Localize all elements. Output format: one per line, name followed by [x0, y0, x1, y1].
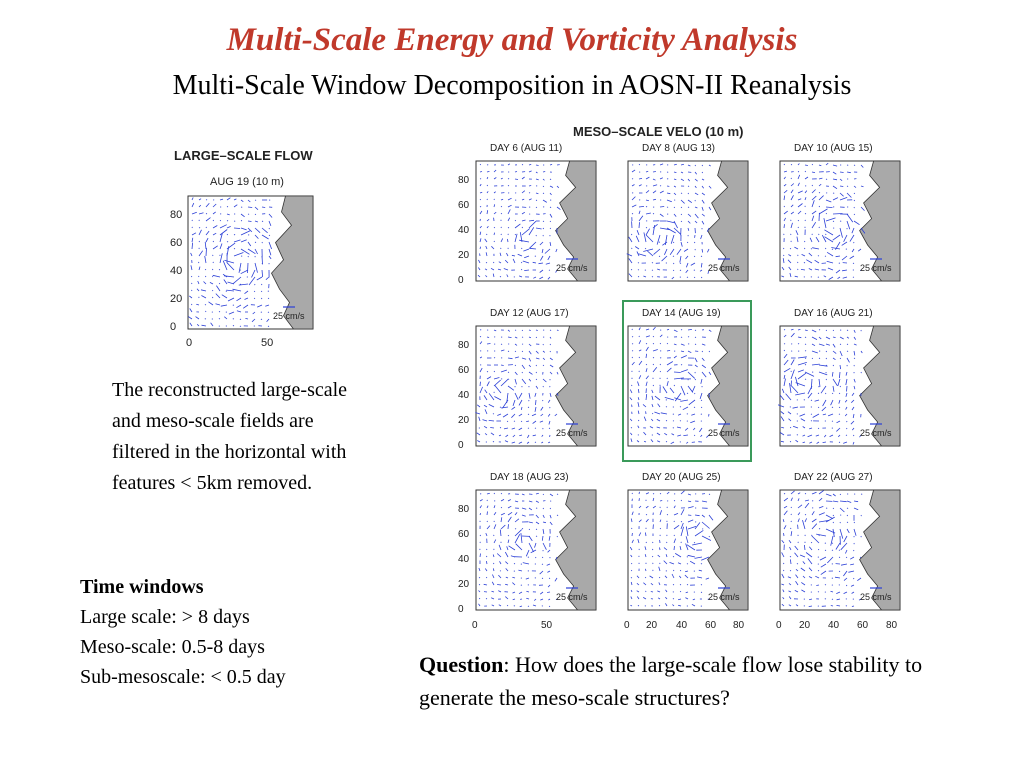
scale-label: 25 cm/s	[860, 428, 892, 438]
velocity-vectors	[188, 197, 273, 327]
y-tick-label: 80	[458, 504, 470, 515]
velocity-vectors	[626, 163, 712, 280]
meso-panel-label: DAY 10 (AUG 15)	[794, 143, 873, 154]
time-windows-heading: Time windows	[80, 576, 204, 598]
land-mass	[859, 489, 901, 611]
y-tick-label: 20	[458, 250, 470, 261]
scale-label: 25 cm/s	[556, 592, 588, 602]
meso-panel-map: 25 cm/s	[627, 489, 749, 611]
question-text: : How does the large-scale flow lose sta…	[419, 652, 923, 710]
large-scale-figure-subtitle: AUG 19 (10 m)	[210, 176, 284, 188]
velocity-vectors	[781, 162, 866, 280]
scale-label: 25 cm/s	[708, 428, 740, 438]
y-tick-label: 40	[458, 390, 470, 401]
time-window-sub: Sub-mesoscale: < 0.5 day	[80, 666, 286, 688]
scale-label: 25 cm/s	[556, 428, 588, 438]
land-mass	[707, 325, 749, 447]
land-mass	[555, 489, 597, 611]
meso-panel-map: 25 cm/s	[778, 325, 901, 447]
x-tick-label: 50	[541, 620, 553, 631]
y-tick-label: 0	[170, 321, 176, 333]
x-tick-label: 80	[733, 620, 745, 631]
question-block: Question: How does the large-scale flow …	[419, 648, 979, 714]
land-mass	[555, 325, 597, 447]
x-tick-label: 0	[186, 337, 192, 349]
meso-panel-label: DAY 12 (AUG 17)	[490, 308, 569, 319]
scale-label: 25 cm/s	[860, 592, 892, 602]
velocity-vectors	[781, 490, 863, 607]
y-tick-label: 80	[458, 175, 470, 186]
meso-panel-map: 25 cm/s	[627, 325, 749, 447]
scale-label: 25 cm/s	[708, 263, 740, 273]
x-tick-label: 50	[261, 337, 273, 349]
scale-label: 25 cm/s	[708, 592, 740, 602]
meso-panel-label: DAY 20 (AUG 25)	[642, 472, 721, 483]
scale-label: 25 cm/s	[273, 311, 305, 321]
meso-panel-map: 25 cm/s	[475, 160, 597, 282]
slide-title: Multi-Scale Energy and Vorticity Analysi…	[226, 22, 798, 58]
y-tick-label: 60	[458, 529, 470, 540]
y-tick-label: 0	[458, 275, 464, 286]
meso-panel-label: DAY 14 (AUG 19)	[642, 308, 721, 319]
velocity-vectors	[477, 163, 561, 280]
y-tick-label: 20	[458, 415, 470, 426]
x-tick-label: 60	[705, 620, 717, 631]
y-tick-label: 80	[170, 209, 182, 221]
y-tick-label: 20	[458, 579, 470, 590]
meso-panel-map: 25 cm/s	[475, 489, 597, 611]
velocity-vectors	[778, 328, 863, 445]
meso-panel-label: DAY 18 (AUG 23)	[490, 472, 569, 483]
scale-label: 25 cm/s	[556, 263, 588, 273]
y-tick-label: 60	[458, 200, 470, 211]
velocity-vectors	[478, 492, 559, 608]
question-label: Question	[419, 652, 504, 677]
x-tick-label: 20	[799, 620, 811, 631]
scale-label: 25 cm/s	[860, 263, 892, 273]
large-scale-flow-map: 25 cm/s 80 60 40 20 00 50	[170, 195, 314, 349]
y-tick-label: 40	[458, 225, 470, 236]
x-tick-label: 0	[776, 620, 782, 631]
time-window-large: Large scale: > 8 days	[80, 606, 250, 628]
meso-scale-figure-title: MESO–SCALE VELO (10 m)	[573, 124, 744, 139]
meso-panel-map: 25 cm/s	[626, 160, 749, 282]
velocity-vectors	[475, 329, 559, 444]
x-tick-label: 60	[857, 620, 869, 631]
land-mass	[707, 489, 749, 611]
land-mass	[555, 160, 597, 282]
x-tick-label: 40	[676, 620, 688, 631]
land-mass	[271, 195, 314, 330]
meso-panel-map: 25 cm/s	[779, 160, 901, 282]
y-tick-label: 60	[458, 365, 470, 376]
meso-panel-map: 25 cm/s	[779, 489, 901, 611]
x-tick-label: 0	[472, 620, 478, 631]
velocity-vectors	[629, 490, 714, 607]
y-tick-label: 0	[458, 440, 464, 451]
time-windows: Time windows Large scale: > 8 days Meso-…	[80, 572, 380, 692]
y-tick-label: 40	[458, 554, 470, 565]
x-tick-label: 20	[646, 620, 658, 631]
y-tick-label: 0	[458, 604, 464, 615]
meso-panel-label: DAY 22 (AUG 27)	[794, 472, 873, 483]
time-window-meso: Meso-scale: 0.5-8 days	[80, 636, 265, 658]
meso-panel-label: DAY 16 (AUG 21)	[794, 308, 873, 319]
meso-panel-label: DAY 8 (AUG 13)	[642, 143, 715, 154]
meso-panel-label: DAY 6 (AUG 11)	[490, 143, 563, 154]
y-tick-label: 60	[170, 237, 182, 249]
x-tick-label: 0	[624, 620, 630, 631]
description-text: The reconstructed large-scale and meso-s…	[112, 379, 348, 494]
meso-panel-map: 25 cm/s	[475, 325, 597, 447]
y-tick-label: 40	[170, 265, 182, 277]
x-tick-label: 40	[828, 620, 840, 631]
y-tick-label: 20	[170, 293, 182, 305]
large-scale-figure-title: LARGE–SCALE FLOW	[174, 148, 313, 163]
land-mass	[859, 325, 901, 447]
x-tick-label: 80	[886, 620, 898, 631]
velocity-vectors	[629, 326, 712, 445]
land-mass	[859, 160, 901, 282]
slide-subtitle: Multi-Scale Window Decomposition in AOSN…	[172, 70, 852, 101]
highlighted-panel-frame	[622, 300, 752, 462]
y-tick-label: 80	[458, 340, 470, 351]
